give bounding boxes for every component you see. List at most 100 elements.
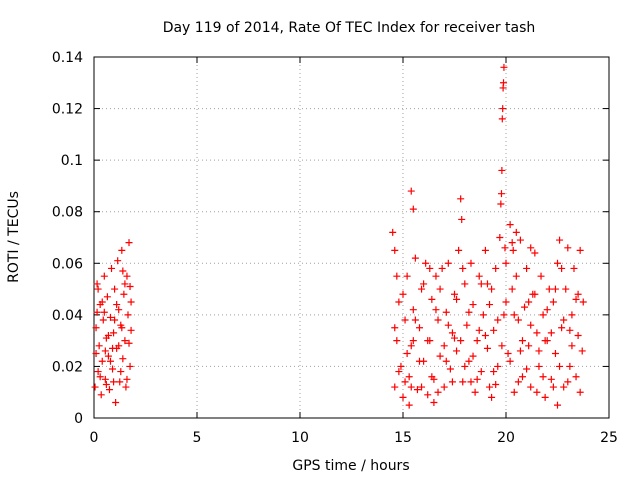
- chart-title: Day 119 of 2014, Rate Of TEC Index for r…: [163, 20, 536, 36]
- data-point: [537, 272, 545, 280]
- data-point: [508, 239, 516, 247]
- data-point: [124, 311, 132, 319]
- data-point: [399, 290, 407, 298]
- data-point: [95, 342, 103, 350]
- x-tick-label: 25: [600, 430, 618, 446]
- data-point: [127, 326, 135, 334]
- data-point: [96, 373, 104, 381]
- data-point: [492, 264, 500, 272]
- data-point: [549, 298, 557, 306]
- data-point: [415, 324, 423, 332]
- data-point: [477, 368, 485, 376]
- data-point: [448, 378, 456, 386]
- data-point: [122, 383, 130, 391]
- data-point: [403, 272, 411, 280]
- data-point: [444, 259, 452, 267]
- data-point: [533, 388, 541, 396]
- data-point: [556, 362, 564, 370]
- data-point: [527, 244, 535, 252]
- data-point: [438, 264, 446, 272]
- data-point: [535, 362, 543, 370]
- data-point: [562, 285, 570, 293]
- data-point: [395, 368, 403, 376]
- data-point: [115, 306, 123, 314]
- data-point: [539, 311, 547, 319]
- data-point: [458, 215, 466, 223]
- x-axis: 0 5 10 15 20 25: [90, 57, 618, 446]
- data-point: [508, 285, 516, 293]
- x-tick-label: 0: [90, 430, 99, 446]
- data-point: [497, 190, 505, 198]
- data-point: [391, 383, 399, 391]
- data-point: [506, 357, 514, 365]
- y-tick-label: 0.02: [52, 359, 83, 375]
- grid-lines: [94, 57, 609, 418]
- y-axis: 0 0.02 0.04 0.06 0.08 0.1 0.12 0.14: [52, 50, 609, 427]
- data-point: [477, 280, 485, 288]
- data-point: [576, 388, 584, 396]
- data-point: [490, 326, 498, 334]
- data-point: [407, 383, 415, 391]
- x-tick-label: 15: [394, 430, 412, 446]
- data-point: [473, 375, 481, 383]
- data-point: [120, 290, 128, 298]
- data-point: [102, 380, 110, 388]
- data-point: [560, 383, 568, 391]
- y-tick-label: 0.14: [52, 50, 83, 66]
- data-point: [451, 290, 458, 298]
- data-point: [409, 205, 417, 213]
- data-point: [578, 347, 586, 355]
- data-point: [109, 344, 117, 352]
- data-point: [502, 259, 510, 267]
- data-point: [492, 380, 500, 388]
- data-point: [426, 264, 434, 272]
- data-point: [473, 337, 481, 345]
- data-point: [97, 391, 105, 399]
- data-point: [453, 347, 461, 355]
- data-point: [457, 337, 465, 345]
- data-point: [498, 166, 506, 174]
- data-point: [556, 236, 564, 244]
- data-point: [558, 264, 566, 272]
- data-point: [110, 378, 118, 386]
- data-point: [123, 272, 131, 280]
- data-point: [116, 378, 124, 386]
- data-point: [444, 321, 452, 329]
- data-point: [499, 105, 507, 113]
- data-point: [436, 285, 444, 293]
- data-point: [98, 357, 106, 365]
- data-point: [521, 303, 529, 311]
- data-point: [541, 337, 549, 345]
- data-point: [531, 249, 539, 257]
- data-point: [570, 264, 578, 272]
- data-point: [428, 295, 436, 303]
- data-point: [504, 350, 512, 358]
- y-tick-label: 0.12: [52, 102, 83, 118]
- data-point: [451, 334, 458, 342]
- data-point: [527, 383, 535, 391]
- data-point: [418, 383, 426, 391]
- data-point: [114, 257, 122, 265]
- data-point: [401, 316, 409, 324]
- data-point: [481, 246, 489, 254]
- data-point: [403, 350, 411, 358]
- data-point: [535, 347, 543, 355]
- data-point: [125, 239, 133, 247]
- data-point: [106, 313, 114, 321]
- data-point: [405, 373, 413, 381]
- data-point: [99, 316, 107, 324]
- data-point: [98, 298, 106, 306]
- x-tick-label: 20: [497, 430, 515, 446]
- data-point: [525, 298, 533, 306]
- data-point: [409, 306, 417, 314]
- data-point: [541, 393, 549, 401]
- data-point: [512, 272, 520, 280]
- data-point: [420, 280, 428, 288]
- data-point: [391, 246, 399, 254]
- data-point: [415, 357, 423, 365]
- data-point: [391, 324, 399, 332]
- data-point: [572, 373, 580, 381]
- data-point: [554, 401, 561, 409]
- data-point: [461, 362, 469, 370]
- data-point: [551, 350, 559, 358]
